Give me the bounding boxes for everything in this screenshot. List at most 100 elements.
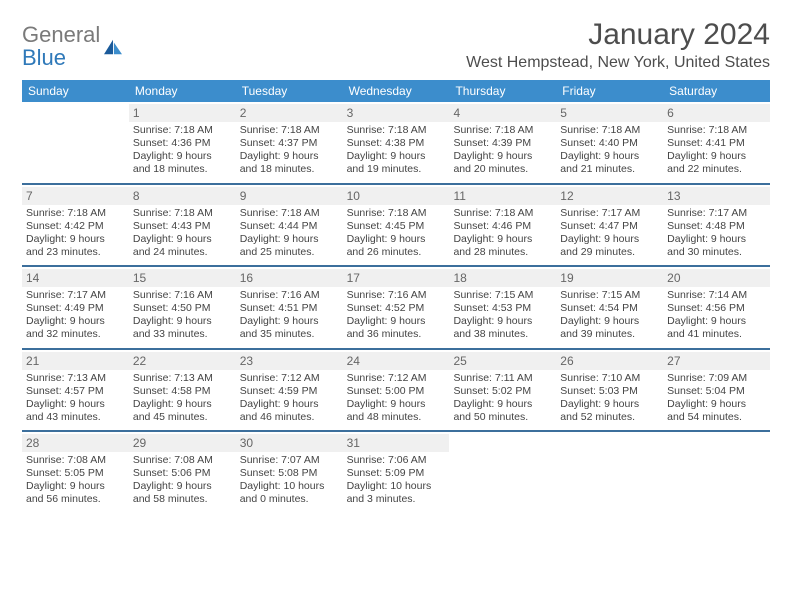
week-row: 14Sunrise: 7:17 AMSunset: 4:49 PMDayligh… <box>22 265 770 348</box>
info-line: and 58 minutes. <box>133 493 232 506</box>
info-line: Sunrise: 7:07 AM <box>240 454 339 467</box>
info-line: Daylight: 9 hours <box>26 398 125 411</box>
info-line: Daylight: 9 hours <box>347 315 446 328</box>
day-info: Sunrise: 7:08 AMSunset: 5:06 PMDaylight:… <box>133 454 232 507</box>
info-line: Sunrise: 7:18 AM <box>133 124 232 137</box>
info-line: and 23 minutes. <box>26 246 125 259</box>
info-line: Sunrise: 7:18 AM <box>240 207 339 220</box>
day-info: Sunrise: 7:16 AMSunset: 4:52 PMDaylight:… <box>347 289 446 342</box>
info-line: Sunrise: 7:18 AM <box>453 124 552 137</box>
info-line: Sunset: 4:36 PM <box>133 137 232 150</box>
info-line: Sunset: 4:54 PM <box>560 302 659 315</box>
info-line: Sunset: 4:40 PM <box>560 137 659 150</box>
info-line: Sunrise: 7:18 AM <box>667 124 766 137</box>
week-row: 28Sunrise: 7:08 AMSunset: 5:05 PMDayligh… <box>22 430 770 513</box>
day-number: 30 <box>236 434 343 452</box>
info-line: Daylight: 9 hours <box>667 315 766 328</box>
month-title: January 2024 <box>466 18 770 52</box>
day-info: Sunrise: 7:18 AMSunset: 4:41 PMDaylight:… <box>667 124 766 177</box>
info-line: Sunset: 5:02 PM <box>453 385 552 398</box>
day-number: 16 <box>236 269 343 287</box>
day-info: Sunrise: 7:18 AMSunset: 4:42 PMDaylight:… <box>26 207 125 260</box>
info-line: Sunset: 4:43 PM <box>133 220 232 233</box>
info-line: Sunset: 4:47 PM <box>560 220 659 233</box>
info-line: Daylight: 9 hours <box>453 398 552 411</box>
info-line: Daylight: 9 hours <box>240 150 339 163</box>
info-line: Sunrise: 7:15 AM <box>560 289 659 302</box>
week-row: 1Sunrise: 7:18 AMSunset: 4:36 PMDaylight… <box>22 102 770 183</box>
info-line: Sunset: 4:50 PM <box>133 302 232 315</box>
day-info: Sunrise: 7:13 AMSunset: 4:58 PMDaylight:… <box>133 372 232 425</box>
brand-text: General Blue <box>22 24 100 69</box>
info-line: Sunrise: 7:18 AM <box>240 124 339 137</box>
day-cell: 25 Sunrise: 7:11 AMSunset: 5:02 PMDayligh… <box>449 350 556 431</box>
day-cell: 22Sunrise: 7:13 AMSunset: 4:58 PMDayligh… <box>129 350 236 431</box>
info-line: Daylight: 9 hours <box>240 315 339 328</box>
info-line: Daylight: 9 hours <box>26 315 125 328</box>
day-cell: 15Sunrise: 7:16 AMSunset: 4:50 PMDayligh… <box>129 267 236 348</box>
day-cell: 28Sunrise: 7:08 AMSunset: 5:05 PMDayligh… <box>22 432 129 513</box>
info-line: Sunset: 4:38 PM <box>347 137 446 150</box>
info-line: Sunrise: 7:18 AM <box>26 207 125 220</box>
day-cell: 6 Sunrise: 7:18 AMSunset: 4:41 PMDaylight… <box>663 102 770 183</box>
weekday-header: Thursday <box>449 80 556 102</box>
day-number: 6 <box>663 104 770 122</box>
info-line: Daylight: 9 hours <box>560 233 659 246</box>
day-info: Sunrise: 7:06 AMSunset: 5:09 PMDaylight:… <box>347 454 446 507</box>
info-line: Sunrise: 7:12 AM <box>347 372 446 385</box>
info-line: and 30 minutes. <box>667 246 766 259</box>
day-info: Sunrise: 7:15 AMSunset: 4:54 PMDaylight:… <box>560 289 659 342</box>
day-cell <box>22 102 129 183</box>
day-cell: 9Sunrise: 7:18 AMSunset: 4:44 PMDaylight… <box>236 185 343 266</box>
day-info: Sunrise: 7:12 AMSunset: 5:00 PMDaylight:… <box>347 372 446 425</box>
info-line: Daylight: 9 hours <box>133 315 232 328</box>
day-number: 28 <box>22 434 129 452</box>
day-info: Sunrise: 7:17 AMSunset: 4:49 PMDaylight:… <box>26 289 125 342</box>
day-cell: 24Sunrise: 7:12 AMSunset: 5:00 PMDayligh… <box>343 350 450 431</box>
info-line: Sunrise: 7:12 AM <box>240 372 339 385</box>
info-line: Daylight: 9 hours <box>133 480 232 493</box>
info-line: Sunrise: 7:16 AM <box>347 289 446 302</box>
day-number: 4 <box>449 104 556 122</box>
day-cell: 18Sunrise: 7:15 AMSunset: 4:53 PMDayligh… <box>449 267 556 348</box>
day-number: 1 <box>129 104 236 122</box>
info-line: Sunset: 4:42 PM <box>26 220 125 233</box>
info-line: Daylight: 9 hours <box>453 150 552 163</box>
day-info: Sunrise: 7:12 AMSunset: 4:59 PMDaylight:… <box>240 372 339 425</box>
info-line: Sunrise: 7:18 AM <box>133 207 232 220</box>
info-line: and 52 minutes. <box>560 411 659 424</box>
info-line: Sunrise: 7:13 AM <box>26 372 125 385</box>
weekday-header-row: Sunday Monday Tuesday Wednesday Thursday… <box>22 80 770 102</box>
day-info: Sunrise: 7:16 AMSunset: 4:51 PMDaylight:… <box>240 289 339 342</box>
day-number: 11 <box>449 187 556 205</box>
info-line: and 25 minutes. <box>240 246 339 259</box>
info-line: and 33 minutes. <box>133 328 232 341</box>
day-info: Sunrise: 7:07 AMSunset: 5:08 PMDaylight:… <box>240 454 339 507</box>
day-number: 7 <box>22 187 129 205</box>
day-cell: 5Sunrise: 7:18 AMSunset: 4:40 PMDaylight… <box>556 102 663 183</box>
info-line: and 48 minutes. <box>347 411 446 424</box>
info-line: Sunset: 5:08 PM <box>240 467 339 480</box>
info-line: Sunrise: 7:11 AM <box>453 372 552 385</box>
day-cell: 21Sunrise: 7:13 AMSunset: 4:57 PMDayligh… <box>22 350 129 431</box>
weekday-header: Wednesday <box>343 80 450 102</box>
day-number: 13 <box>663 187 770 205</box>
day-number: 21 <box>22 352 129 370</box>
day-cell: 23Sunrise: 7:12 AMSunset: 4:59 PMDayligh… <box>236 350 343 431</box>
info-line: Daylight: 9 hours <box>560 150 659 163</box>
info-line: and 43 minutes. <box>26 411 125 424</box>
info-line: and 26 minutes. <box>347 246 446 259</box>
day-number: 25 <box>449 352 556 370</box>
brand-line1: General <box>22 22 100 47</box>
day-info: Sunrise: 7:18 AMSunset: 4:40 PMDaylight:… <box>560 124 659 177</box>
info-line: Sunrise: 7:15 AM <box>453 289 552 302</box>
info-line: Sunset: 4:39 PM <box>453 137 552 150</box>
info-line: and 32 minutes. <box>26 328 125 341</box>
day-info: Sunrise: 7:16 AMSunset: 4:50 PMDaylight:… <box>133 289 232 342</box>
brand-line2: Blue <box>22 47 100 69</box>
info-line: Daylight: 9 hours <box>26 233 125 246</box>
info-line: Sunrise: 7:17 AM <box>560 207 659 220</box>
info-line: Daylight: 9 hours <box>560 315 659 328</box>
info-line: and 56 minutes. <box>26 493 125 506</box>
day-info: Sunrise: 7:09 AMSunset: 5:04 PMDaylight:… <box>667 372 766 425</box>
